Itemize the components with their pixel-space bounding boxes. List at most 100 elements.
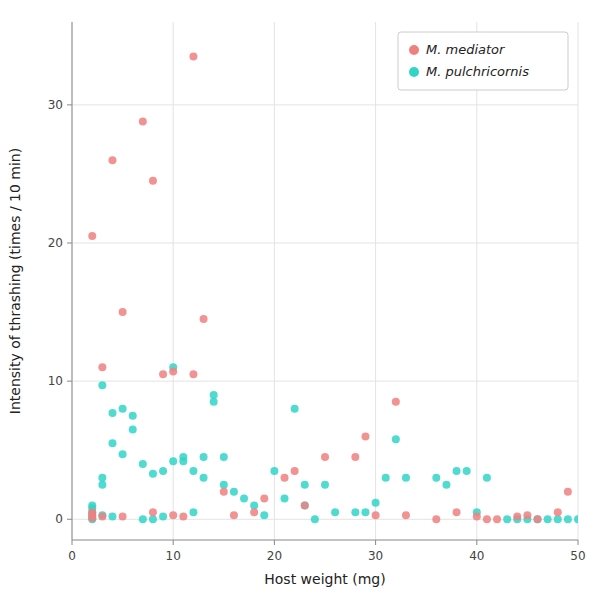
x-axis-line <box>72 540 578 541</box>
y-axis-line <box>72 22 73 540</box>
point <box>301 501 309 509</box>
point <box>159 370 167 378</box>
x-tick-label: 20 <box>267 549 282 563</box>
x-tick-label: 30 <box>368 549 383 563</box>
point <box>210 398 218 406</box>
point <box>483 474 491 482</box>
point <box>189 508 197 516</box>
points <box>88 53 578 524</box>
x-tick <box>274 540 275 545</box>
point <box>98 381 106 389</box>
point <box>321 481 329 489</box>
point <box>179 457 187 465</box>
point <box>260 511 268 519</box>
point <box>220 488 228 496</box>
point <box>230 511 238 519</box>
x-tick-label: 0 <box>68 549 76 563</box>
y-tick-label: 0 <box>55 512 63 526</box>
point <box>432 515 440 523</box>
point <box>159 513 167 521</box>
grid <box>72 22 578 540</box>
point <box>574 515 578 523</box>
point <box>382 474 390 482</box>
x-grid-line <box>72 22 73 540</box>
point <box>108 409 116 417</box>
legend: M. mediatorM. pulchricornis <box>398 32 568 90</box>
point <box>149 515 157 523</box>
point <box>453 508 461 516</box>
point <box>108 439 116 447</box>
x-tick <box>375 540 376 545</box>
y-tick-label: 30 <box>48 98 63 112</box>
point <box>139 460 147 468</box>
point <box>159 467 167 475</box>
point <box>281 474 289 482</box>
point <box>200 474 208 482</box>
point <box>392 435 400 443</box>
point <box>554 508 562 516</box>
legend-label: M. mediator <box>426 42 506 57</box>
point <box>250 501 258 509</box>
point <box>392 398 400 406</box>
point <box>139 117 147 125</box>
point <box>473 513 481 521</box>
point <box>98 474 106 482</box>
point <box>200 453 208 461</box>
point <box>301 501 309 509</box>
point <box>372 499 380 507</box>
point <box>119 308 127 316</box>
point <box>503 515 511 523</box>
point <box>260 495 268 503</box>
point <box>554 515 562 523</box>
point <box>291 405 299 413</box>
point <box>169 511 177 519</box>
y-tick-label: 10 <box>48 374 63 388</box>
y-tick <box>67 104 72 105</box>
point <box>189 370 197 378</box>
point <box>301 481 309 489</box>
x-grid-line <box>375 22 376 540</box>
point <box>139 515 147 523</box>
point <box>230 488 238 496</box>
point <box>291 467 299 475</box>
series-points <box>88 53 572 524</box>
point <box>149 177 157 185</box>
y-grid-line <box>72 243 578 244</box>
x-axis-label: Host weight (mg) <box>264 571 385 587</box>
point <box>129 412 137 420</box>
point <box>88 232 96 240</box>
point <box>372 511 380 519</box>
point <box>463 467 471 475</box>
point <box>119 513 127 521</box>
y-axis-label: Intensity of thrashing (times / 10 min) <box>7 148 23 414</box>
y-tick-label: 20 <box>48 236 63 250</box>
x-tick <box>476 540 477 545</box>
point <box>210 391 218 399</box>
point <box>544 515 552 523</box>
point <box>250 508 258 516</box>
point <box>200 315 208 323</box>
x-grid-line <box>578 22 579 540</box>
point <box>169 457 177 465</box>
point <box>351 453 359 461</box>
legend-box <box>398 32 568 90</box>
x-tick <box>173 540 174 545</box>
chart: 010203040500102030Host weight (mg)Intens… <box>0 0 600 598</box>
y-grid-line <box>72 381 578 382</box>
point <box>270 467 278 475</box>
point <box>88 514 96 522</box>
point <box>119 405 127 413</box>
point <box>493 515 501 523</box>
x-tick-label: 50 <box>570 549 585 563</box>
point <box>189 53 197 61</box>
point <box>179 513 187 521</box>
point <box>534 515 542 523</box>
point <box>513 513 521 521</box>
point <box>331 508 339 516</box>
axes: 010203040500102030 <box>48 22 586 563</box>
point <box>361 508 369 516</box>
x-grid-line <box>274 22 275 540</box>
point <box>442 481 450 489</box>
point <box>98 481 106 489</box>
point <box>483 515 491 523</box>
